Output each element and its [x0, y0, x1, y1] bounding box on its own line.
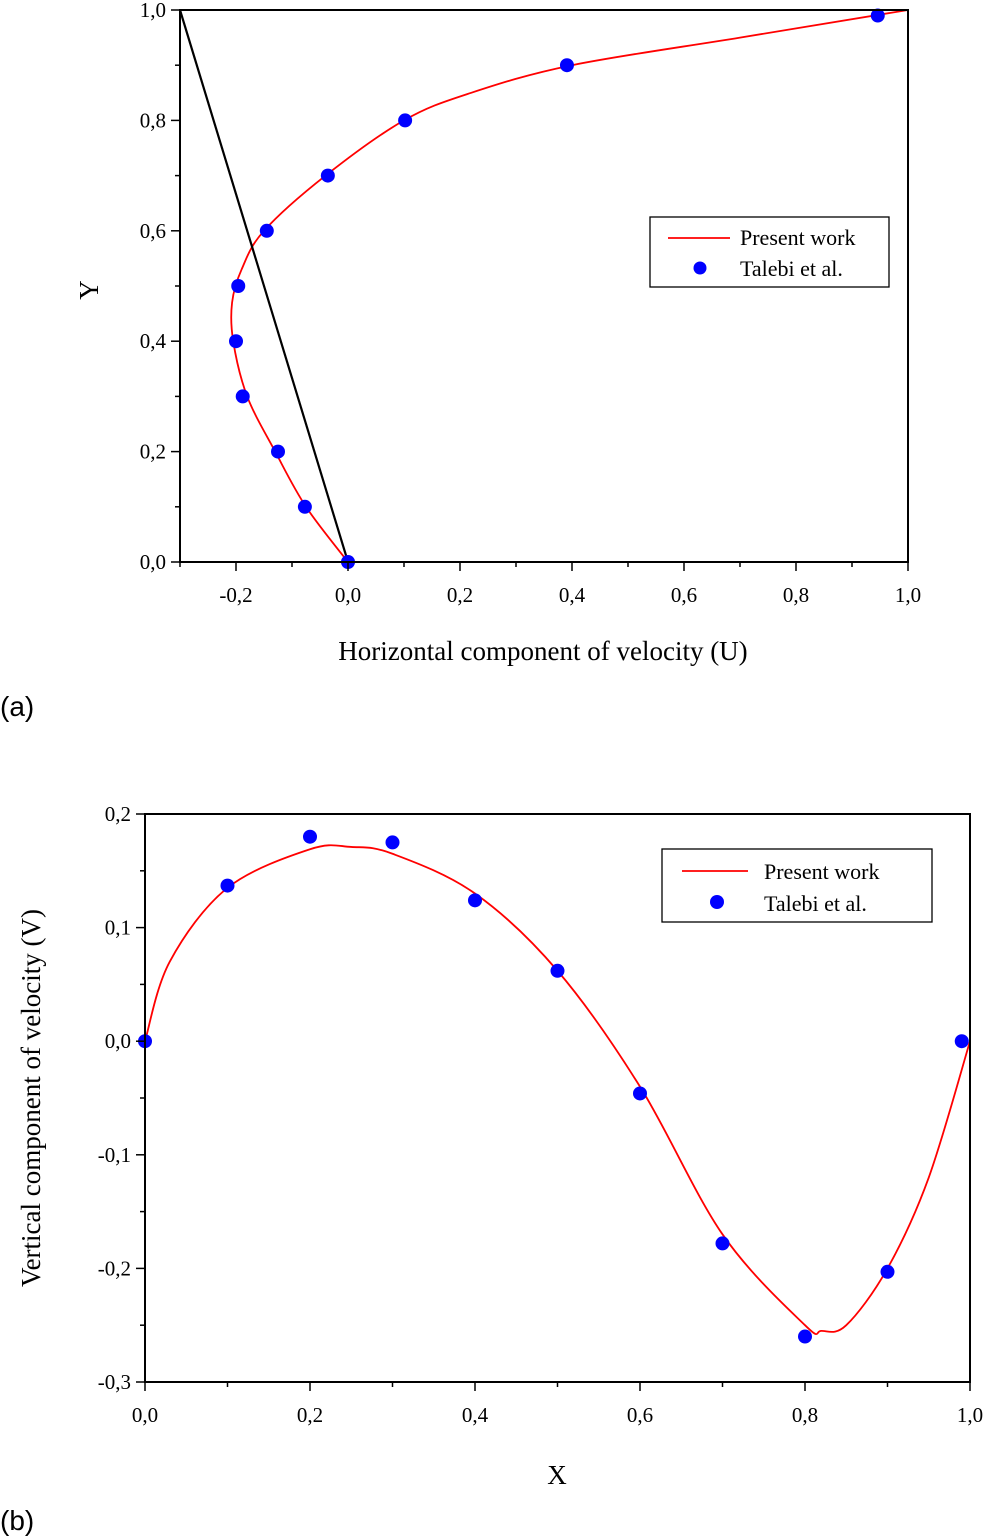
legend-marker-talebi — [710, 895, 724, 909]
x-tick-label-b: 1,0 — [957, 1403, 983, 1427]
reference-line-a — [178, 9, 350, 563]
data-point-talebi-b — [633, 1086, 647, 1101]
data-point-talebi-a — [231, 279, 246, 293]
legend-marker-talebi — [693, 261, 707, 275]
data-point-talebi-b — [715, 1236, 730, 1251]
y-axis-label-b: Vertical component of velocity (V) — [16, 909, 46, 1287]
panel-label-b: (b) — [0, 1505, 34, 1536]
x-axis-label-a: Horizontal component of velocity (U) — [338, 636, 747, 666]
series-line-present-work-b — [144, 844, 971, 1335]
x-tick-label-a: 0,2 — [447, 583, 473, 607]
y-tick-label-a: 0,2 — [140, 440, 166, 464]
y-axis-label-a: Y — [74, 280, 104, 300]
data-point-talebi-b — [303, 829, 317, 844]
data-point-talebi-b — [385, 835, 400, 850]
x-tick-label-a: 0,0 — [335, 583, 361, 607]
legend-b: Present work Talebi et al. — [661, 848, 933, 923]
x-tick-label-a: 1,0 — [895, 583, 921, 607]
series-line-present-work-a — [230, 9, 909, 563]
data-point-talebi-a — [229, 334, 243, 349]
y-tick-label-a: 0,4 — [140, 329, 167, 353]
data-point-talebi-a — [398, 113, 413, 128]
data-point-talebi-a — [271, 444, 285, 459]
data-point-talebi-b — [880, 1264, 895, 1279]
x-tick-label-b: 0,4 — [462, 1403, 489, 1427]
data-point-talebi-b — [550, 963, 565, 978]
x-tick-label-a: 0,8 — [783, 583, 809, 607]
x-tick-label-b: 0,0 — [132, 1403, 158, 1427]
y-tick-label-b: 0,0 — [105, 1029, 131, 1053]
y-tick-label-a: 0,6 — [140, 219, 166, 243]
data-point-talebi-b — [220, 878, 235, 893]
x-tick-label-a: -0,2 — [219, 583, 252, 607]
data-point-talebi-b — [798, 1329, 812, 1344]
data-point-talebi-a — [559, 58, 574, 73]
x-tick-label-a: 0,4 — [559, 583, 586, 607]
legend-label-talebi: Talebi et al. — [764, 891, 867, 916]
y-tick-label-b: 0,1 — [105, 916, 131, 940]
y-tick-label-b: -0,2 — [98, 1256, 131, 1280]
chart-b: (b) X Vertical component of velocity (V)… — [0, 802, 983, 1536]
x-tick-label-b: 0,2 — [297, 1403, 323, 1427]
y-tick-label-b: -0,3 — [98, 1370, 131, 1394]
data-point-talebi-a — [235, 389, 250, 404]
data-point-talebi-a — [259, 223, 274, 238]
legend-label-present-work: Present work — [740, 225, 855, 250]
panel-label-a: (a) — [0, 691, 34, 722]
legend-label-present-work: Present work — [764, 859, 879, 884]
y-tick-label-b: -0,1 — [98, 1143, 131, 1167]
data-point-talebi-a — [320, 168, 335, 183]
data-point-talebi-a — [297, 499, 312, 514]
data-point-talebi-a — [870, 8, 885, 23]
data-point-talebi-b — [468, 893, 482, 908]
y-tick-label-a: 1,0 — [140, 0, 166, 22]
x-tick-label-b: 0,6 — [627, 1403, 653, 1427]
data-point-talebi-b — [954, 1034, 969, 1049]
chart-a: (a) Horizontal component of velocity (U)… — [0, 0, 921, 722]
y-tick-label-a: 0,0 — [140, 550, 166, 574]
y-tick-label-a: 0,8 — [140, 108, 166, 132]
legend-a: Present work Talebi et al. — [649, 216, 890, 288]
x-tick-label-b: 0,8 — [792, 1403, 818, 1427]
x-axis-label-b: X — [547, 1460, 567, 1490]
x-tick-label-a: 0,6 — [671, 583, 697, 607]
y-tick-label-b: 0,2 — [105, 802, 131, 826]
legend-label-talebi: Talebi et al. — [740, 256, 843, 281]
